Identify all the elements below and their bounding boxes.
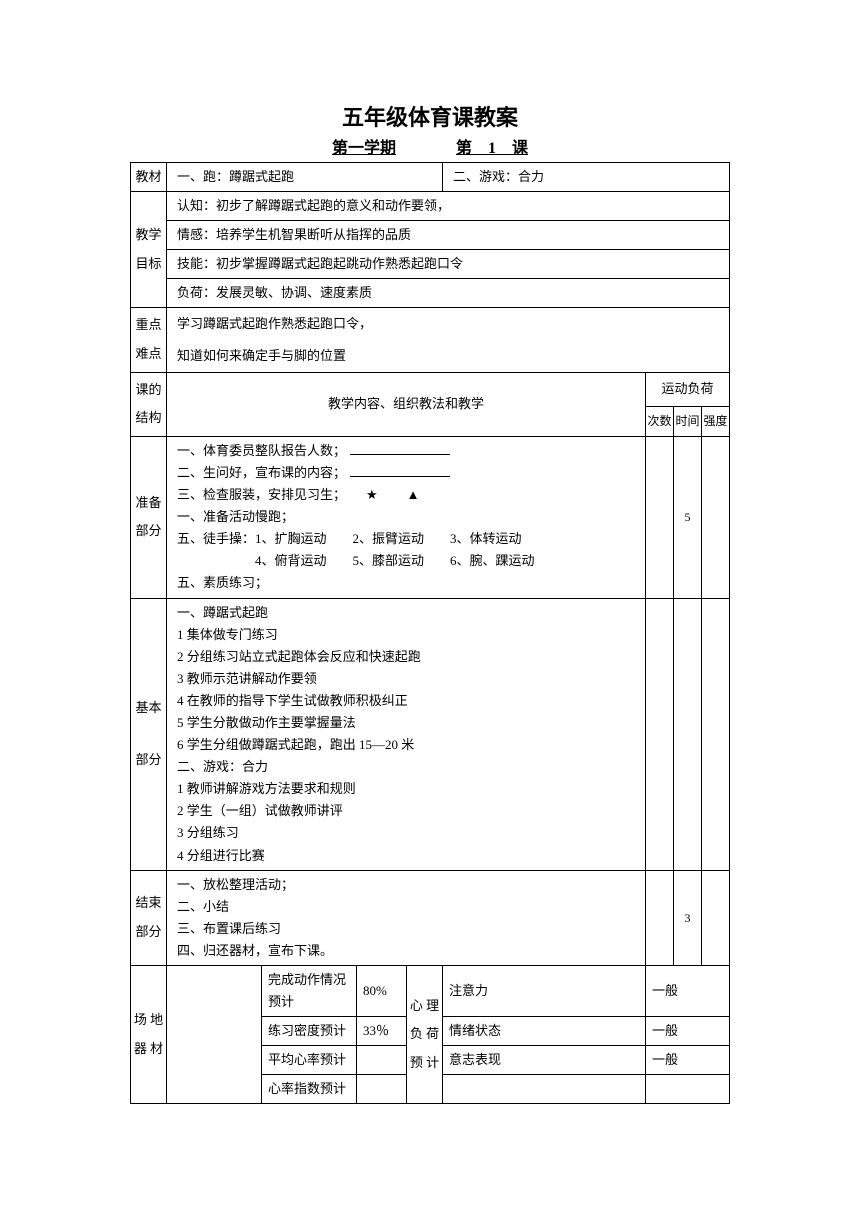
- b-p4-label: [443, 1075, 646, 1104]
- label-load: 运动负荷: [646, 372, 730, 406]
- goal-3: 技能：初步掌握蹲踞式起跑起跳动作熟悉起跑口令: [167, 250, 730, 279]
- label-venue: 场 地器 材: [131, 966, 167, 1104]
- prep-time: 5: [674, 436, 702, 598]
- subtitle-right: 课: [512, 140, 528, 157]
- label-key: 重点难点: [131, 308, 167, 372]
- b-p3-label: 意志表现: [443, 1046, 646, 1075]
- subtitle-left: 第一学期: [332, 140, 396, 157]
- end-count: [646, 870, 674, 965]
- subtitle-num: 1: [488, 140, 496, 157]
- b-p2-val: 一般: [646, 1017, 730, 1046]
- subtitle-mid: 第: [456, 140, 472, 157]
- b-p4-val: [646, 1075, 730, 1104]
- b-r3-label: 平均心率预计: [262, 1046, 357, 1075]
- prep-count: [646, 436, 674, 598]
- label-structure: 课的结构: [131, 372, 167, 436]
- b-r3-val: [357, 1046, 407, 1075]
- b-p2-label: 情绪状态: [443, 1017, 646, 1046]
- main-intensity: [702, 598, 730, 870]
- b-r2-val: 33％: [357, 1017, 407, 1046]
- key-1: 学习蹲踞式起跑作熟悉起跑口令，: [167, 308, 730, 340]
- b-r4-val: [357, 1075, 407, 1104]
- b-r1-label: 完成动作情况预计: [262, 966, 357, 1017]
- b-p3-val: 一般: [646, 1046, 730, 1075]
- goal-2: 情感：培养学生机智果断听从指挥的品质: [167, 221, 730, 250]
- venue-blank: [167, 966, 262, 1104]
- b-r4-label: 心率指数预计: [262, 1075, 357, 1104]
- b-r2-label: 练习密度预计: [262, 1017, 357, 1046]
- prep-content: 一、体育委员整队报告人数； 二、生问好，宣布课的内容； 三、检查服装，安排见习生…: [167, 436, 646, 598]
- end-content: 一、放松整理活动； 二、小结 三、布置课后练习 四、归还器材，宣布下课。: [167, 870, 646, 965]
- textbook-c1: 一、跑：蹲踞式起跑: [167, 163, 443, 192]
- main-content: 一、蹲踞式起跑 1 集体做专门练习 2 分组练习站立式起跑体会反应和快速起跑 3…: [167, 598, 646, 870]
- label-intensity: 强度: [702, 406, 730, 436]
- end-intensity: [702, 870, 730, 965]
- label-count: 次数: [646, 406, 674, 436]
- end-time: 3: [674, 870, 702, 965]
- label-time: 时间: [674, 406, 702, 436]
- label-end: 结束部分: [131, 870, 167, 965]
- label-goals: 教学目标: [131, 192, 167, 308]
- b-p1-label: 注意力: [443, 966, 646, 1017]
- prep-intensity: [702, 436, 730, 598]
- b-r1-val: 80%: [357, 966, 407, 1017]
- doc-title: 五年级体育课教案: [130, 100, 730, 132]
- doc-subtitle: 第一学期 第 1 课: [130, 134, 730, 158]
- content-header: 教学内容、组织教法和教学: [167, 372, 646, 436]
- lesson-plan-table: 教材 一、跑：蹲踞式起跑 二、游戏：合力 教学目标 认知：初步了解蹲踞式起跑的意…: [130, 162, 730, 1104]
- b-p1-val: 一般: [646, 966, 730, 1017]
- key-2: 知道如何来确定手与脚的位置: [167, 340, 730, 372]
- label-psych: 心 理负 荷预 计: [407, 966, 443, 1104]
- label-prep: 准备部分: [131, 436, 167, 598]
- textbook-c2: 二、游戏：合力: [443, 163, 730, 192]
- label-textbook: 教材: [131, 163, 167, 192]
- main-count: [646, 598, 674, 870]
- goal-4: 负荷：发展灵敏、协调、速度素质: [167, 279, 730, 308]
- goal-1: 认知：初步了解蹲踞式起跑的意义和动作要领，: [167, 192, 730, 221]
- main-time: [674, 598, 702, 870]
- label-main: 基本部分: [131, 598, 167, 870]
